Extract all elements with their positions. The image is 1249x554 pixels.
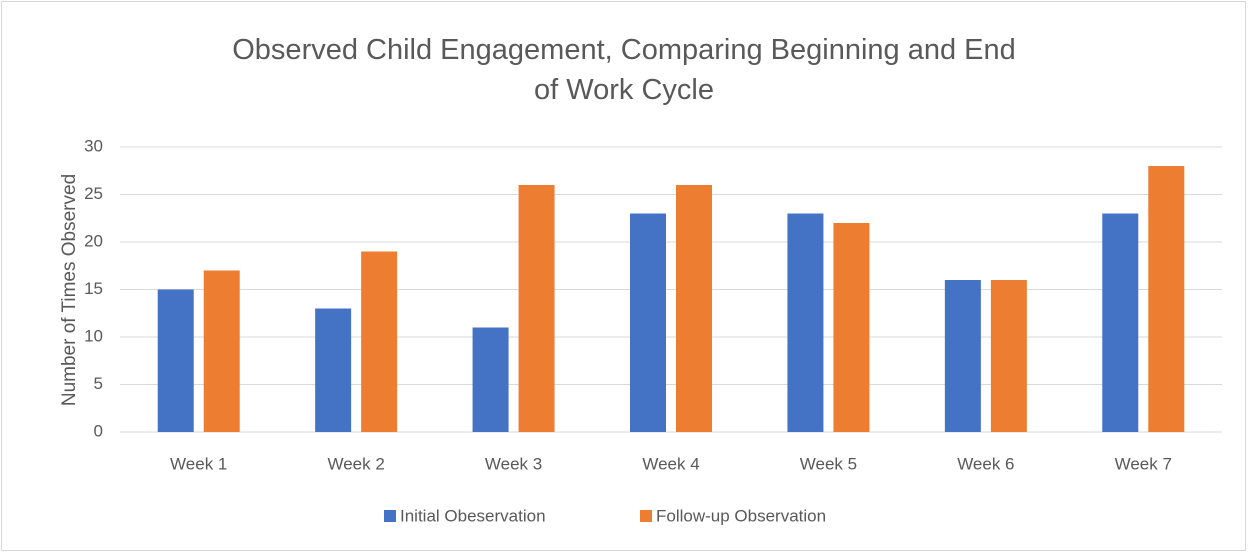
chart-title: Observed Child Engagement, Comparing Beg… [232,34,1016,106]
x-tick-label: Week 4 [642,454,699,473]
x-tick-label: Week 5 [800,454,857,473]
bar [361,251,398,432]
bar [787,213,824,432]
y-axis-label: Number of Times Observed [59,174,80,406]
bar [1148,166,1185,432]
bar [472,327,509,432]
x-tick-label: Week 6 [957,454,1014,473]
y-tick-label: 30 [84,136,103,155]
y-tick-label: 10 [84,326,103,345]
bar [518,185,555,432]
legend-label: Follow-up Observation [656,506,826,525]
bar [990,280,1027,432]
x-tick-label: Week 2 [327,454,384,473]
legend-label: Initial Obeservation [400,506,546,525]
legend-swatch [640,510,652,522]
x-tick-label: Week 7 [1115,454,1172,473]
bar [203,270,240,432]
bar [1102,213,1139,432]
y-tick-label: 5 [94,374,103,393]
y-tick-label: 25 [84,184,103,203]
bar [676,185,712,432]
bar [944,280,981,432]
y-tick-label: 20 [84,231,103,250]
y-tick-label: 15 [84,279,103,298]
bar [315,308,352,432]
bar [630,213,666,432]
x-tick-label: Week 3 [485,454,542,473]
x-tick-label: Week 1 [170,454,227,473]
y-tick-label: 0 [94,421,103,440]
legend-swatch [384,510,396,522]
bar [157,289,194,432]
bar [833,223,870,432]
